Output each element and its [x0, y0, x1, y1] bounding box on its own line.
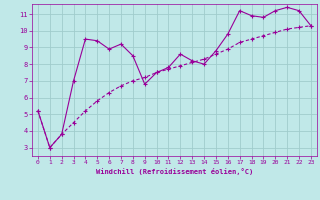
X-axis label: Windchill (Refroidissement éolien,°C): Windchill (Refroidissement éolien,°C): [96, 168, 253, 175]
